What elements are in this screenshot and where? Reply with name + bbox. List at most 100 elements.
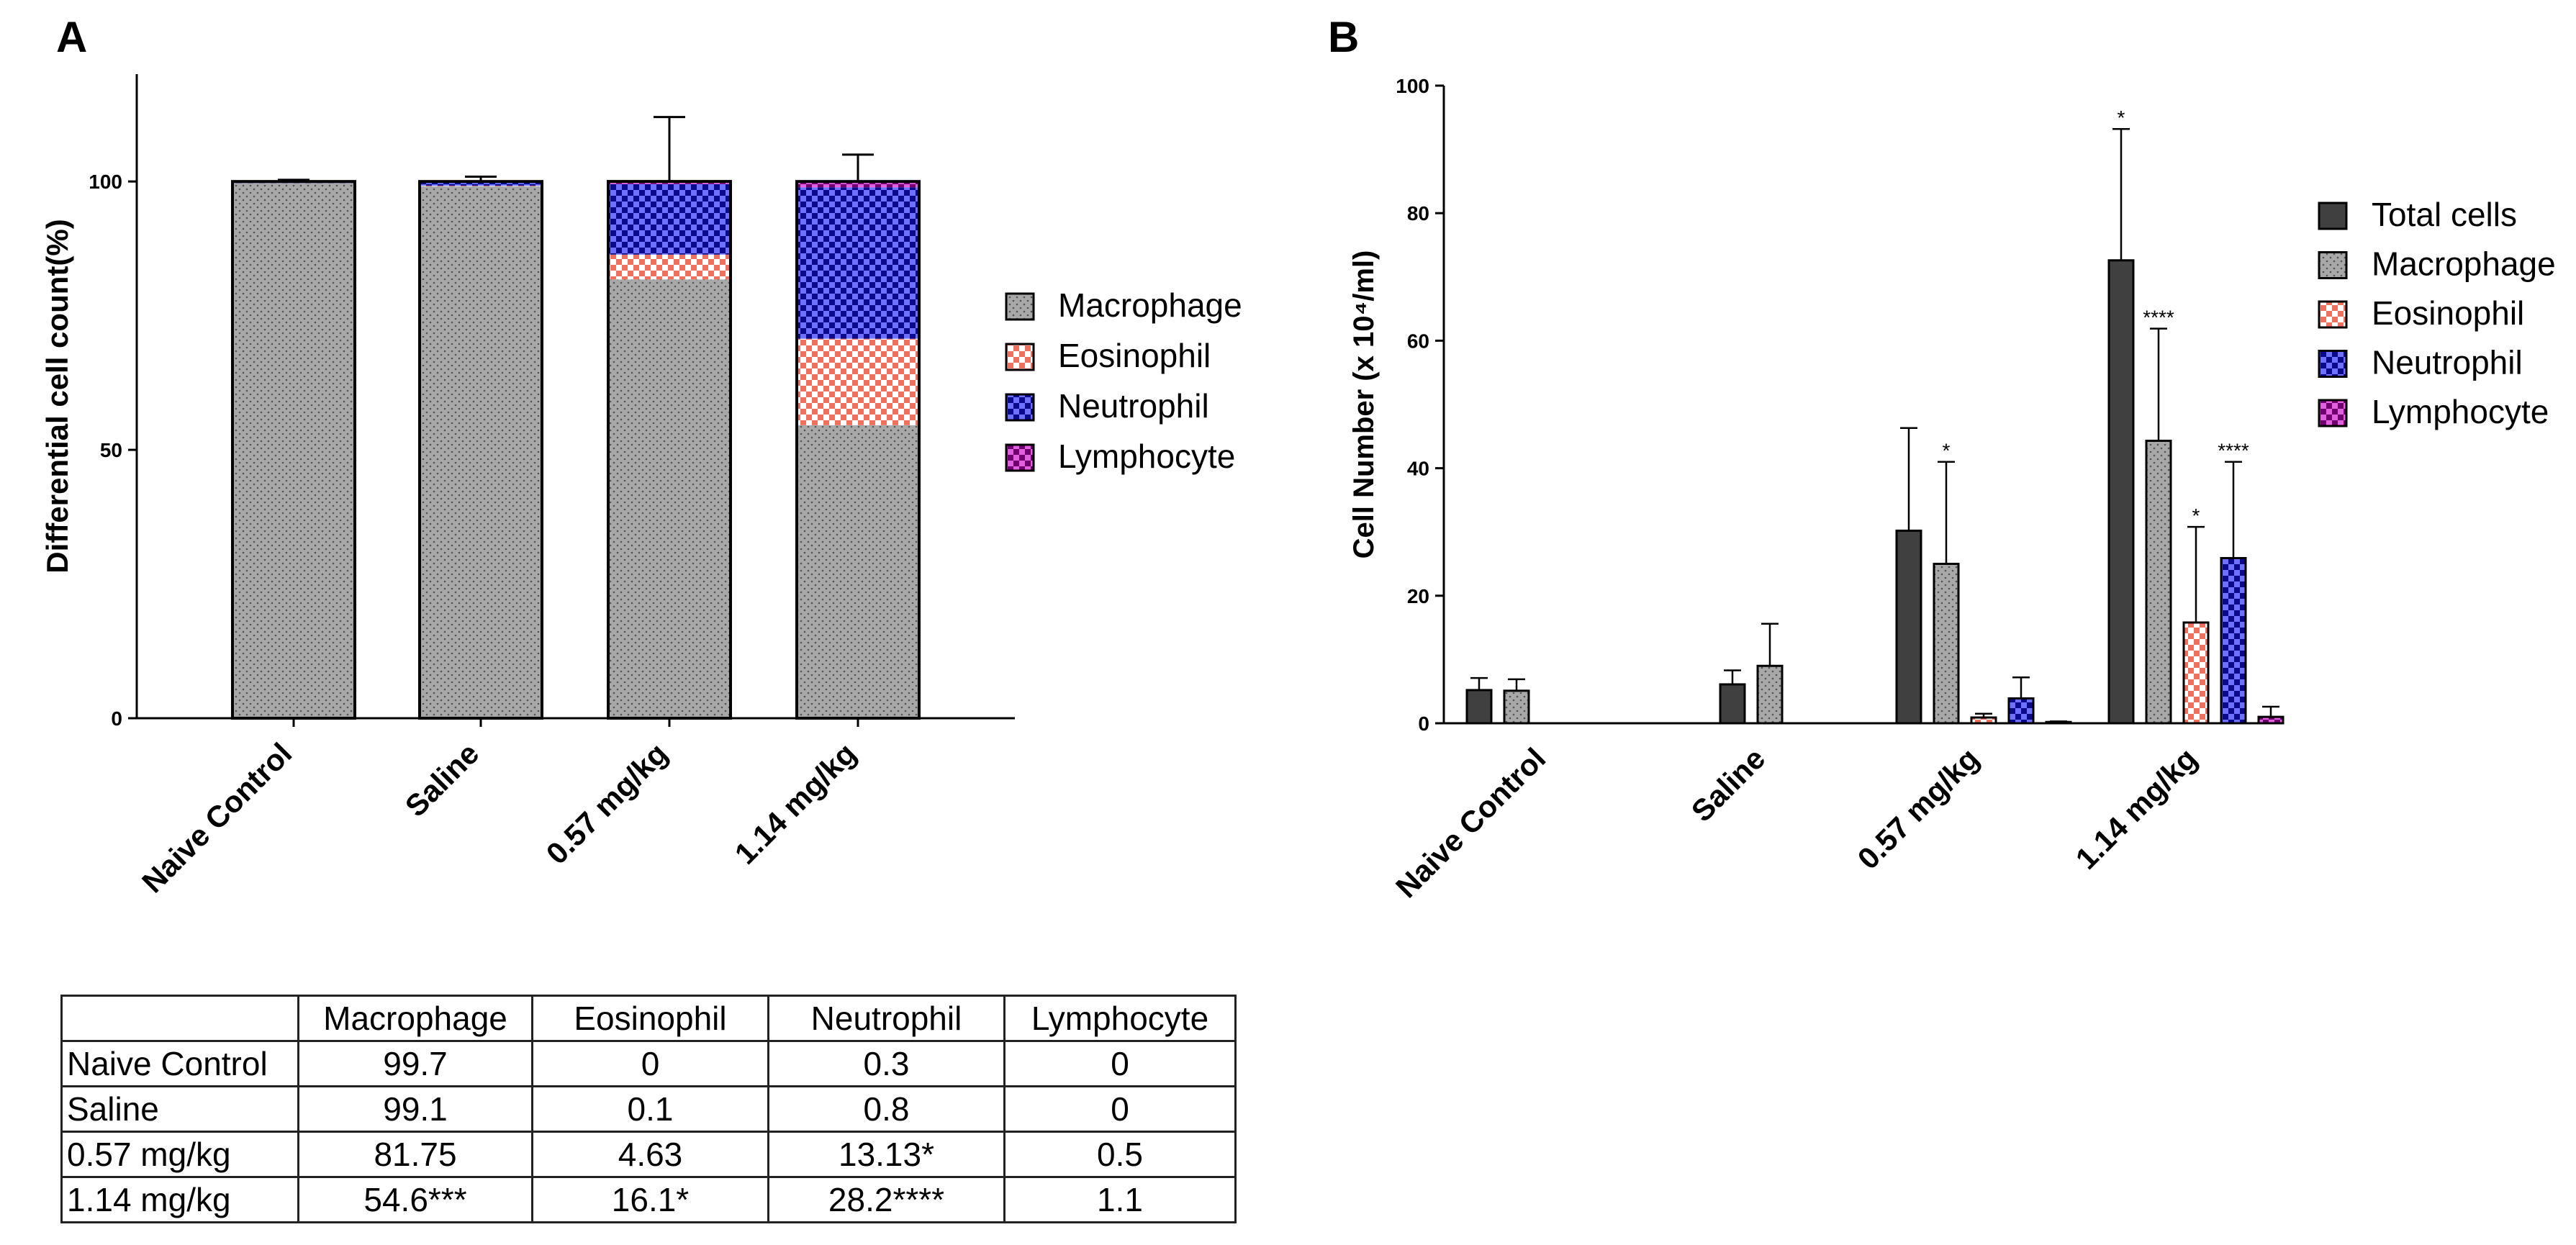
bar	[2257, 715, 2284, 725]
y-tick-label: 0	[1418, 712, 1429, 735]
legend-label: Lymphocyte	[1058, 438, 1235, 475]
table-cell: 0	[1003, 1040, 1237, 1087]
significance-marker: ****	[2143, 307, 2174, 329]
y-tick-label: 20	[1407, 585, 1429, 607]
bar-segment	[608, 254, 731, 280]
bar	[1465, 689, 1493, 725]
x-tick-label: 0.57 mg/kg	[540, 736, 674, 871]
bar	[2007, 697, 2035, 725]
bar	[1970, 716, 1997, 725]
x-tick-label: Naive Control	[1389, 741, 1552, 904]
x-tick-label: 1.14 mg/kg	[728, 736, 863, 871]
panel-a-label: A	[56, 13, 87, 61]
panel-b-chart: 0 20 40 60 80 100 Cell Number (x 10⁴/ml) Naive …	[1348, 75, 2556, 904]
legend-swatch	[1005, 443, 1035, 472]
table-cell: 0.57 mg/kg	[60, 1131, 299, 1178]
legend-swatch	[1005, 292, 1035, 321]
bar-segment	[608, 279, 731, 718]
table-row: 0.57 mg/kg 81.75 4.63 13.13* 0.5	[60, 1131, 1237, 1178]
table-cell: 1.14 mg/kg	[60, 1176, 299, 1223]
table-header-cell: Lymphocyte	[1003, 995, 1237, 1042]
significance-marker: ****	[2218, 440, 2249, 462]
table-header-cell: Macrophage	[297, 995, 533, 1042]
legend-swatch	[2318, 251, 2348, 279]
bar	[2145, 440, 2172, 725]
y-tick-label: 40	[1407, 458, 1429, 480]
table-header-row: Macrophage Eosinophil Neutrophil Lymphoc…	[60, 995, 1237, 1042]
table-cell: 4.63	[531, 1131, 769, 1178]
table-cell: 54.6***	[297, 1176, 533, 1223]
y-tick-label: 60	[1407, 330, 1429, 352]
legend-swatch	[1005, 343, 1035, 371]
table-cell: 81.75	[297, 1131, 533, 1178]
significance-marker: *	[2192, 504, 2200, 527]
table-cell: 0.8	[767, 1085, 1005, 1133]
legend-label: Total cells	[2372, 196, 2517, 233]
table-header-cell: Eosinophil	[531, 995, 769, 1042]
table-cell: 13.13*	[767, 1131, 1005, 1178]
legend-swatch	[1005, 393, 1035, 422]
legend-swatch	[2318, 350, 2348, 378]
legend-label: Macrophage	[1058, 286, 1242, 324]
bar	[1933, 563, 1960, 725]
table-cell: 1.1	[1003, 1176, 1237, 1223]
bar	[2107, 259, 2135, 725]
bar	[2220, 557, 2247, 725]
bar	[1503, 689, 1530, 725]
table-cell: 0.5	[1003, 1131, 1237, 1178]
legend-label: Lymphocyte	[2372, 393, 2549, 430]
bar-segment	[232, 183, 355, 718]
table-row: Saline 99.1 0.1 0.8 0	[60, 1085, 1237, 1133]
bar-segment	[797, 181, 919, 188]
bar	[1719, 683, 1746, 725]
table-cell: 99.1	[297, 1085, 533, 1133]
table-cell: 0	[1003, 1085, 1237, 1133]
panel-b-label: B	[1328, 13, 1359, 61]
legend-swatch	[2318, 300, 2348, 329]
bar-segment	[797, 425, 919, 718]
bar	[1756, 664, 1784, 725]
bar-segment	[797, 338, 919, 425]
table-cell: 28.2****	[767, 1176, 1005, 1223]
table-row: 1.14 mg/kg 54.6*** 16.1* 28.2**** 1.1	[60, 1176, 1237, 1223]
bar-segment	[797, 187, 919, 339]
bar	[1895, 529, 1922, 725]
y-axis-label: Cell Number (x 10⁴/ml)	[1348, 250, 1380, 559]
y-tick-label: 100	[89, 171, 122, 193]
bar-segment	[608, 184, 731, 255]
bar-segment	[420, 181, 542, 186]
table-cell: Naive Control	[60, 1040, 299, 1087]
y-axis-label: Differential cell count(%)	[40, 219, 74, 573]
panel-a-chart: 0 50 100 Differential cell count(%) Naive Co…	[40, 74, 1242, 899]
legend-label: Neutrophil	[2372, 344, 2523, 381]
table-cell: 0	[531, 1040, 769, 1087]
x-tick-label: Saline	[399, 736, 486, 823]
legend-label: Eosinophil	[2372, 294, 2524, 332]
bar-segment	[420, 186, 542, 719]
table-header-cell	[60, 995, 299, 1042]
table-row: Naive Control 99.7 0 0.3 0	[60, 1040, 1237, 1087]
y-tick-label: 0	[111, 707, 122, 730]
summary-table: Macrophage Eosinophil Neutrophil Lymphoc…	[60, 995, 1237, 1223]
table-cell: 0.1	[531, 1085, 769, 1133]
legend-swatch	[2318, 202, 2348, 230]
bar	[2182, 621, 2210, 725]
legend-label: Neutrophil	[1058, 387, 1209, 425]
x-tick-label: Saline	[1685, 741, 1772, 828]
x-tick-label: Naive Control	[135, 736, 298, 899]
legend-label: Eosinophil	[1058, 337, 1211, 374]
y-tick-label: 50	[100, 439, 122, 461]
table-cell: Saline	[60, 1085, 299, 1133]
legend-swatch	[2318, 399, 2348, 427]
x-tick-label: 1.14 mg/kg	[2069, 741, 2204, 876]
y-tick-label: 100	[1396, 75, 1429, 97]
table-cell: 99.7	[297, 1040, 533, 1087]
table-header-cell: Neutrophil	[767, 995, 1005, 1042]
x-tick-label: 0.57 mg/kg	[1851, 741, 1986, 876]
table-cell: 16.1*	[531, 1176, 769, 1223]
table-cell: 0.3	[767, 1040, 1005, 1087]
significance-marker: *	[2118, 107, 2125, 129]
y-tick-label: 80	[1407, 202, 1429, 225]
significance-marker: *	[1943, 440, 1951, 462]
